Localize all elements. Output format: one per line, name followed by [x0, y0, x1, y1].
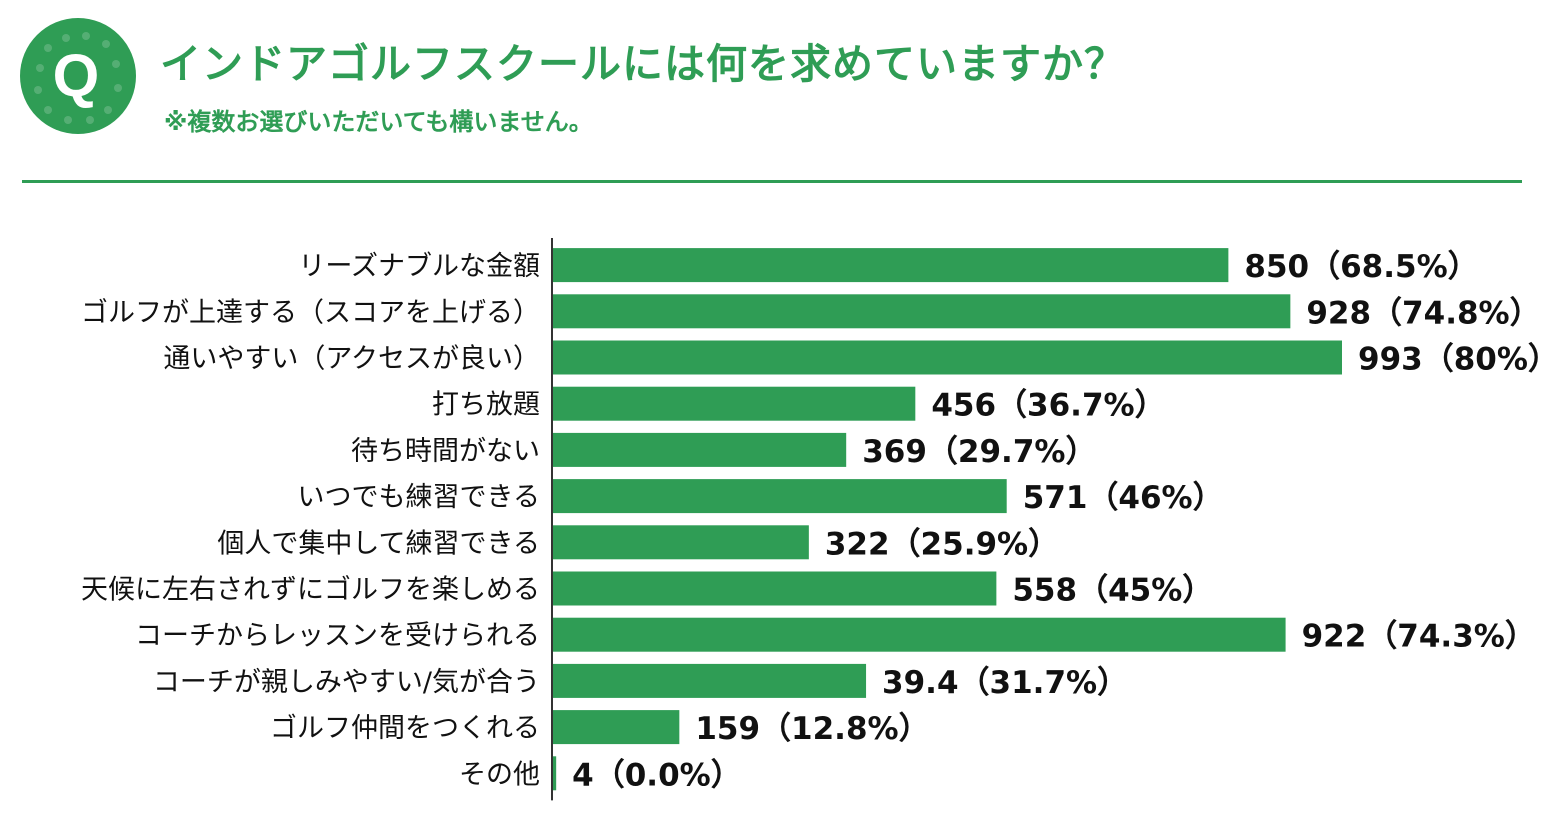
category-label: コーチが親しみやすい/気が合う: [153, 667, 540, 698]
bar: [553, 710, 680, 745]
bar: [553, 294, 1291, 329]
value-label: 369（29.7%）: [862, 434, 1096, 470]
value-label: 850（68.5%）: [1244, 249, 1478, 285]
bar: [553, 432, 847, 467]
bar: [553, 525, 809, 560]
page-title: インドアゴルフスクールには何を求めていますか？: [160, 40, 1126, 88]
bar: [553, 248, 1229, 283]
category-label: いつでも練習できる: [298, 482, 540, 513]
bar: [553, 617, 1286, 652]
category-label: コーチからレッスンを受けられる: [135, 621, 540, 652]
value-label: 39.4（31.7%）: [882, 665, 1128, 701]
value-label: 558（45%）: [1012, 573, 1213, 609]
header-divider: [22, 180, 1522, 183]
category-label: ゴルフ仲間をつくれる: [270, 713, 540, 744]
bar: [553, 756, 557, 791]
category-label: リーズナブルな金額: [298, 251, 540, 282]
bar: [553, 663, 867, 698]
category-label: 個人で集中して練習できる: [217, 528, 540, 559]
page-subtitle: ※複数お選びいただいても構いません。: [164, 108, 593, 136]
value-label: 159（12.8%）: [695, 711, 929, 747]
value-label: 456（36.7%）: [931, 388, 1165, 424]
bar: [553, 386, 916, 421]
category-label: その他: [459, 759, 540, 790]
badge-letter: Q: [53, 42, 100, 109]
q-badge-icon: Q: [20, 18, 136, 134]
bar: [553, 479, 1007, 514]
bar: [553, 340, 1342, 375]
value-label: 4（0.0%）: [572, 757, 742, 793]
category-label: 通いやすい（アクセスが良い）: [163, 344, 540, 375]
category-label: 打ち放題: [432, 390, 540, 421]
value-label: 922（74.3%）: [1302, 619, 1536, 655]
bar: [553, 571, 997, 606]
value-label: 928（74.8%）: [1306, 295, 1540, 331]
category-label: 待ち時間がない: [351, 436, 540, 467]
value-label: 322（25.9%）: [825, 526, 1059, 562]
value-label: 571（46%）: [1023, 480, 1224, 516]
category-label: 天候に左右されずにゴルフを楽しめる: [81, 575, 540, 606]
category-label: ゴルフが上達する（スコアを上げる）: [81, 297, 540, 328]
value-label: 993（80%）: [1358, 342, 1559, 378]
